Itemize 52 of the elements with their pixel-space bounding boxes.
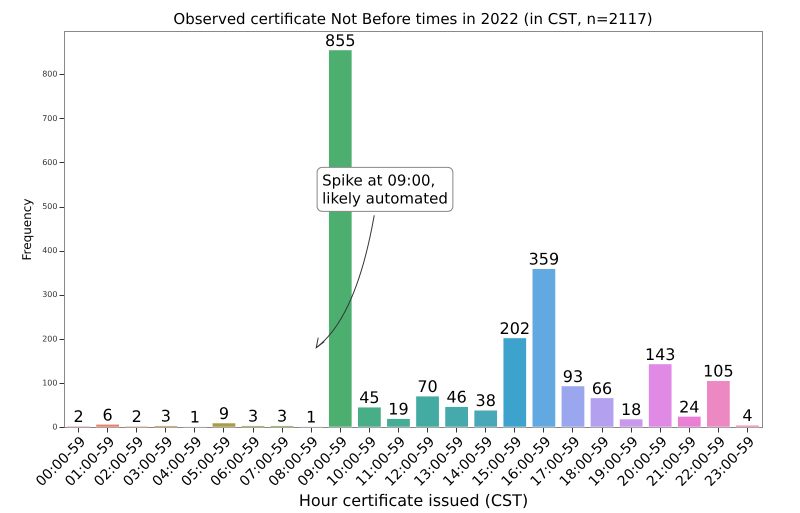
data-label: 6	[102, 405, 113, 424]
bar	[444, 406, 469, 428]
data-label: 19	[388, 400, 409, 419]
data-label: 1	[306, 408, 316, 427]
data-label: 38	[476, 391, 496, 410]
bar	[212, 422, 236, 428]
bar	[532, 268, 556, 428]
y-tick-label: 100	[42, 378, 58, 388]
bar	[561, 386, 585, 428]
data-label: 105	[703, 362, 734, 381]
bar	[502, 338, 527, 428]
data-label: 70	[417, 377, 438, 396]
y-tick-label: 500	[42, 202, 58, 212]
bar	[648, 364, 672, 428]
data-label: 4	[742, 406, 753, 426]
data-label: 93	[562, 366, 584, 386]
bar	[386, 418, 410, 428]
data-label: 3	[160, 406, 171, 426]
x-axis-title: Hour certificate issued (CST)	[298, 491, 528, 510]
y-tick-label: 600	[42, 158, 58, 167]
data-label: 2	[73, 407, 84, 426]
y-tick-label: 300	[42, 290, 58, 300]
y-tick-label: 800	[42, 70, 58, 79]
y-tick-label: 700	[42, 114, 58, 123]
y-tick-label: 200	[42, 334, 58, 344]
data-label: 3	[248, 406, 258, 426]
y-tick-label: 0	[52, 422, 58, 432]
bar	[590, 398, 614, 428]
bar	[619, 418, 644, 428]
bar	[96, 424, 120, 428]
bar	[357, 406, 382, 428]
data-label: 24	[679, 397, 700, 416]
data-label: 46	[446, 388, 467, 407]
data-label: 359	[528, 250, 560, 269]
data-label: 66	[592, 378, 612, 398]
data-label: 855	[325, 30, 356, 50]
data-label: 1	[190, 408, 200, 427]
annotation: Spike at 09:00, likely automated	[322, 171, 448, 208]
data-label: 9	[218, 404, 230, 424]
bar	[706, 380, 730, 428]
bar	[677, 416, 702, 428]
bar	[416, 396, 440, 428]
data-label: 2	[132, 407, 142, 426]
y-tick-label: 400	[42, 246, 58, 256]
data-label: 3	[277, 406, 288, 426]
data-label: 18	[620, 400, 642, 420]
data-label: 202	[500, 318, 530, 338]
chart-title: Observed certificate Not Before times in 2022 (in CST, n=2117)	[173, 10, 653, 28]
bar	[474, 410, 498, 428]
y-axis-title: Frequency	[20, 198, 34, 260]
data-label: 143	[644, 344, 676, 364]
data-label: 45	[359, 388, 380, 408]
